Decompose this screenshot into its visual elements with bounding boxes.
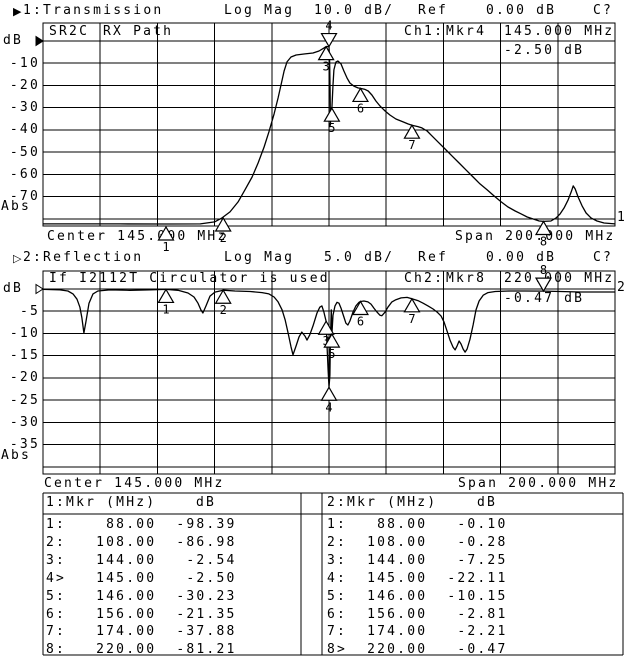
ch1-readout-freq: 145.000 MHz bbox=[504, 24, 615, 39]
table-row: 1: 88.00 -0.10 bbox=[327, 517, 508, 532]
ch2-span-freq: Span 200.000 MHz bbox=[458, 476, 619, 491]
ch1-span-freq: Span 200.000 MHz bbox=[455, 229, 616, 244]
yaxis-tick-label: -30 bbox=[9, 100, 40, 116]
yaxis-tick-label: -30 bbox=[9, 414, 40, 430]
ch1-readout-mkr: Mkr4 bbox=[446, 24, 487, 39]
table-row: 6: 156.00 -21.35 bbox=[46, 606, 237, 622]
ch2-ref-label: Ref bbox=[418, 250, 449, 265]
yaxis-tick-label: -70 bbox=[9, 189, 40, 205]
ch2-readout-val: -0.47 dB bbox=[504, 291, 585, 306]
channel2-arrow-icon: ▷ bbox=[13, 252, 22, 265]
yaxis-tick-label: -35 bbox=[9, 437, 40, 453]
ch2-readout-ch: Ch2: bbox=[404, 271, 445, 286]
yaxis-tick-label: -60 bbox=[9, 166, 40, 182]
ch1-title: 1:Transmission bbox=[23, 3, 164, 18]
ch1-note-b: RX Path bbox=[103, 24, 174, 39]
table-row: 3: 144.00 -2.54 bbox=[46, 552, 237, 568]
yaxis-tick-label: -20 bbox=[9, 370, 40, 386]
yaxis-tick-label: -40 bbox=[9, 122, 40, 138]
table1-header: 1:Mkr (MHz) bbox=[46, 495, 157, 510]
ch2-trace-number: 2 bbox=[617, 280, 628, 295]
table-row: 8> 220.00 -0.47 bbox=[327, 642, 508, 658]
table-row: 6: 156.00 -2.81 bbox=[327, 606, 508, 622]
ch2-format: Log Mag bbox=[224, 250, 295, 265]
table-row: 5: 146.00 -30.23 bbox=[46, 588, 237, 604]
table1-unit: dB bbox=[196, 495, 217, 510]
table-row: 7: 174.00 -2.21 bbox=[327, 624, 508, 640]
ch2-note-a: If I2112T Circulator is used bbox=[49, 271, 330, 286]
ch1-trace-number: 1 bbox=[617, 210, 628, 225]
ch1-ref-label: Ref bbox=[418, 3, 449, 18]
ch1-yaxis-abs: Abs bbox=[1, 199, 32, 214]
trace-ch2 bbox=[42, 288, 615, 388]
ch1-format: Log Mag bbox=[224, 3, 295, 18]
ch1-readout-ch: Ch1: bbox=[404, 24, 445, 39]
yaxis-tick-label: -10 bbox=[9, 325, 40, 341]
ch1-ref-value: 0.00 dB bbox=[486, 3, 557, 18]
ch1-cal-status: C? bbox=[593, 3, 614, 18]
ch2-cal-status: C? bbox=[593, 250, 614, 265]
yaxis-tick-label: -10 bbox=[9, 55, 40, 71]
yaxis-tick-label: -25 bbox=[9, 392, 40, 408]
ch1-yaxis-unit: dB bbox=[3, 33, 24, 48]
table2-unit: dB bbox=[477, 495, 498, 510]
ch2-readout-mkr: Mkr8 bbox=[446, 271, 487, 286]
table-row: 2: 108.00 -0.28 bbox=[327, 534, 508, 550]
table-row: 1: 88.00 -98.39 bbox=[46, 517, 237, 532]
ch2-ref-value: 0.00 dB bbox=[486, 250, 557, 265]
ch1-scale: 10.0 dB/ bbox=[314, 3, 395, 18]
ch2-title: 2:Reflection bbox=[23, 250, 144, 265]
yaxis-tick-label: -15 bbox=[9, 348, 40, 364]
ref-level-arrow-icon bbox=[35, 283, 44, 295]
table-row: 2: 108.00 -86.98 bbox=[46, 534, 237, 550]
yaxis-tick-label: -50 bbox=[9, 144, 40, 160]
table-row: 8: 220.00 -81.21 bbox=[46, 642, 237, 658]
table2-header: 2:Mkr (MHz) bbox=[327, 495, 438, 510]
channel1-active-arrow-icon: ▶ bbox=[13, 5, 22, 18]
table-row: 7: 174.00 -37.88 bbox=[46, 624, 237, 640]
yaxis-tick-label: -20 bbox=[9, 77, 40, 93]
ch2-scale: 5.0 dB/ bbox=[324, 250, 395, 265]
ch1-note-a: SR2C bbox=[49, 24, 90, 39]
ch2-yaxis-unit: dB bbox=[3, 281, 24, 296]
ch2-center-freq: Center 145.000 MHz bbox=[44, 476, 225, 491]
ch2-yaxis-abs: Abs bbox=[1, 448, 32, 463]
ref-level-arrow-icon bbox=[35, 35, 44, 47]
table-row: 4: 145.00 -22.11 bbox=[327, 570, 508, 586]
table-row: 3: 144.00 -7.25 bbox=[327, 552, 508, 568]
ch1-readout-val: -2.50 dB bbox=[504, 43, 585, 58]
table-row: 5: 146.00 -10.15 bbox=[327, 588, 508, 604]
yaxis-tick-label: -5 bbox=[19, 303, 40, 319]
table-row: 4> 145.00 -2.50 bbox=[46, 570, 237, 586]
